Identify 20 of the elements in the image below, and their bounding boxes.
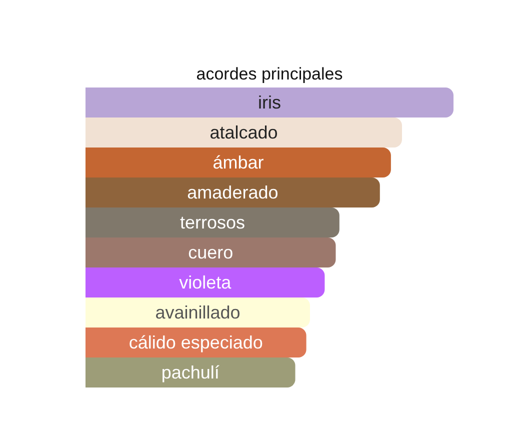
y-tick-label: pachulí (161, 362, 220, 382)
y-tick-label: amaderado (187, 182, 278, 202)
bar (86, 88, 454, 118)
bar (86, 238, 336, 268)
bar (86, 178, 380, 208)
y-tick-label: cuero (188, 242, 234, 262)
bar (86, 298, 310, 328)
y-tick-label: atalcado (210, 122, 278, 142)
bar (86, 148, 391, 178)
chart-title: acordes principales (196, 64, 343, 84)
bar (86, 208, 340, 238)
bar (86, 358, 296, 388)
bar (86, 268, 325, 298)
y-tick-label: avainillado (155, 302, 240, 322)
y-tick-label: ámbar (212, 152, 264, 172)
y-tick-label: iris (258, 92, 282, 112)
y-tick-label: violeta (179, 272, 232, 292)
y-tick-label: cálido especiado (128, 332, 263, 352)
bar (86, 118, 402, 148)
y-tick-label: terrosos (180, 212, 245, 232)
